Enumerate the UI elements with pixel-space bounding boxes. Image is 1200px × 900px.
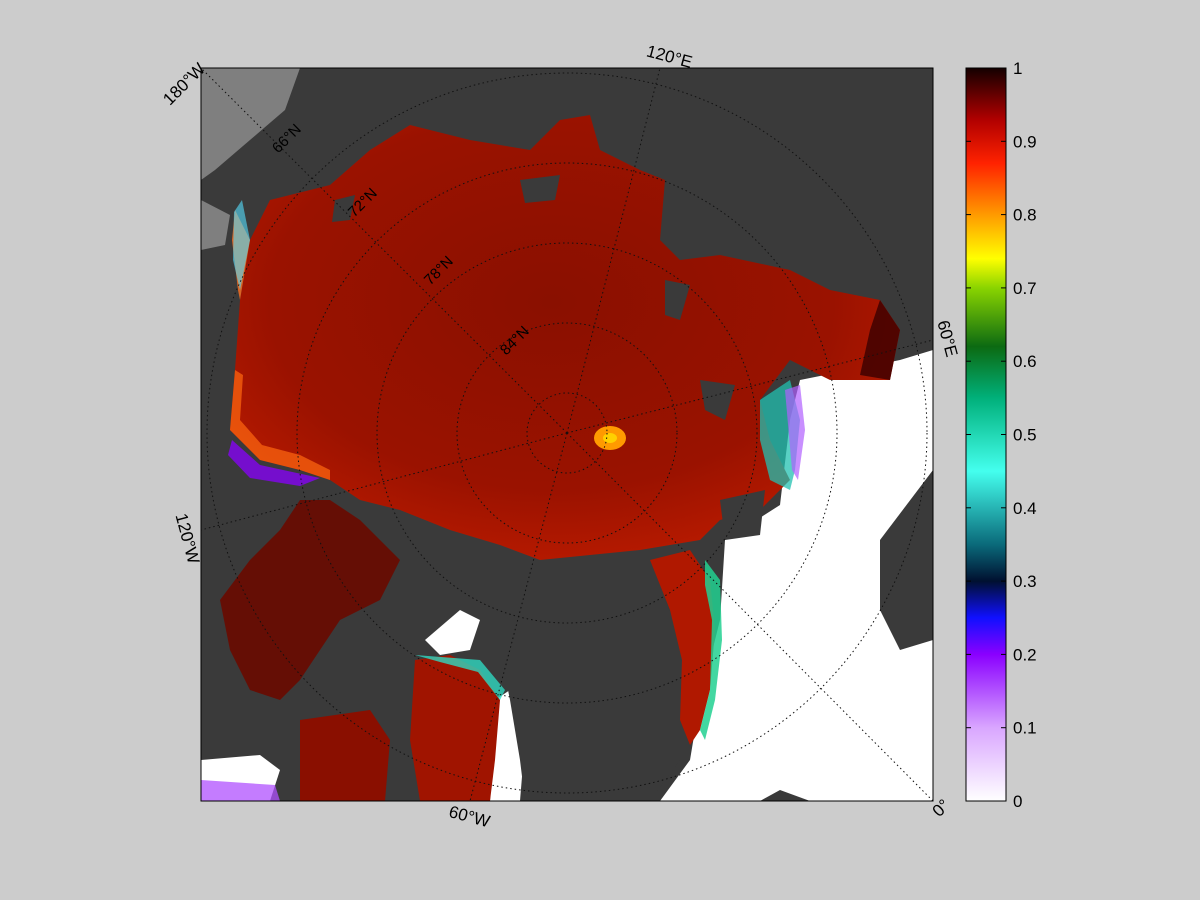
colorbar-tick-label: 1: [1013, 59, 1022, 78]
sea-ice-greenland-sea: [650, 550, 715, 745]
island-franz-josef: [700, 380, 735, 420]
sea-ice-central-arctic: [230, 115, 900, 560]
colorbar-tick-label: 0: [1013, 792, 1022, 811]
scandinavia-landmass: [880, 470, 933, 650]
colorbar-tick-label: 0.1: [1013, 719, 1037, 738]
colorbar-tick-label: 0.6: [1013, 352, 1037, 371]
island-wrangel: [332, 195, 355, 222]
map-frame: [200, 67, 934, 802]
island-severnaya: [665, 280, 690, 320]
ice-edge-baffin: [415, 655, 505, 700]
open-water-atlantic: [660, 350, 933, 801]
colorbar-tick-label: 0.7: [1013, 279, 1037, 298]
colorbar-tick-label: 0.9: [1013, 132, 1037, 151]
ice-edge-barents-low: [785, 385, 805, 480]
sea-ice-archipelago: [220, 500, 400, 700]
colorbar: 0 0.1 0.2 0.3 0.4 0.5 0.6 0.7 0.8 0.9 1: [965, 59, 1037, 811]
colorbar-tick-label: 0.5: [1013, 426, 1037, 445]
colorbar-ticks: 0 0.1 0.2 0.3 0.4 0.5 0.6 0.7 0.8 0.9 1: [966, 59, 1037, 811]
lon-label-120w: 120°W: [172, 511, 204, 565]
map-panel: [201, 68, 933, 801]
ice-edge-west: [230, 370, 330, 480]
colorbar-body: [965, 67, 1007, 802]
open-water-baffin: [425, 610, 480, 655]
colorbar-tick-label: 0.4: [1013, 499, 1037, 518]
sea-ice-hudson: [300, 710, 390, 801]
colorbar-tick-label: 0.8: [1013, 206, 1037, 225]
greenland-landmass: [500, 555, 690, 801]
masked-land-region: [201, 200, 230, 250]
ice-edge-chukchi-low: [233, 200, 250, 290]
lon-label-60e: 60°E: [933, 318, 961, 359]
ice-edge-west-low: [228, 440, 320, 486]
lon-label-120e: 120°E: [644, 41, 694, 71]
lon-label-60w: 60°W: [447, 802, 492, 831]
ice-edge-greenland: [700, 560, 722, 740]
sea-ice-baffin-bay: [410, 655, 500, 801]
pole-hole-center: [603, 433, 617, 443]
island-svalbard: [720, 490, 765, 540]
island-new-siberian: [520, 175, 560, 203]
colorbar-tick-label: 0.3: [1013, 572, 1037, 591]
ice-edge-hudson: [201, 780, 280, 801]
masked-land-region: [201, 68, 300, 180]
graticule: [201, 68, 933, 801]
colorbar-tick-label: 0.2: [1013, 645, 1037, 664]
land-fragment: [760, 790, 810, 801]
sea-ice-kara-dense: [860, 300, 900, 380]
